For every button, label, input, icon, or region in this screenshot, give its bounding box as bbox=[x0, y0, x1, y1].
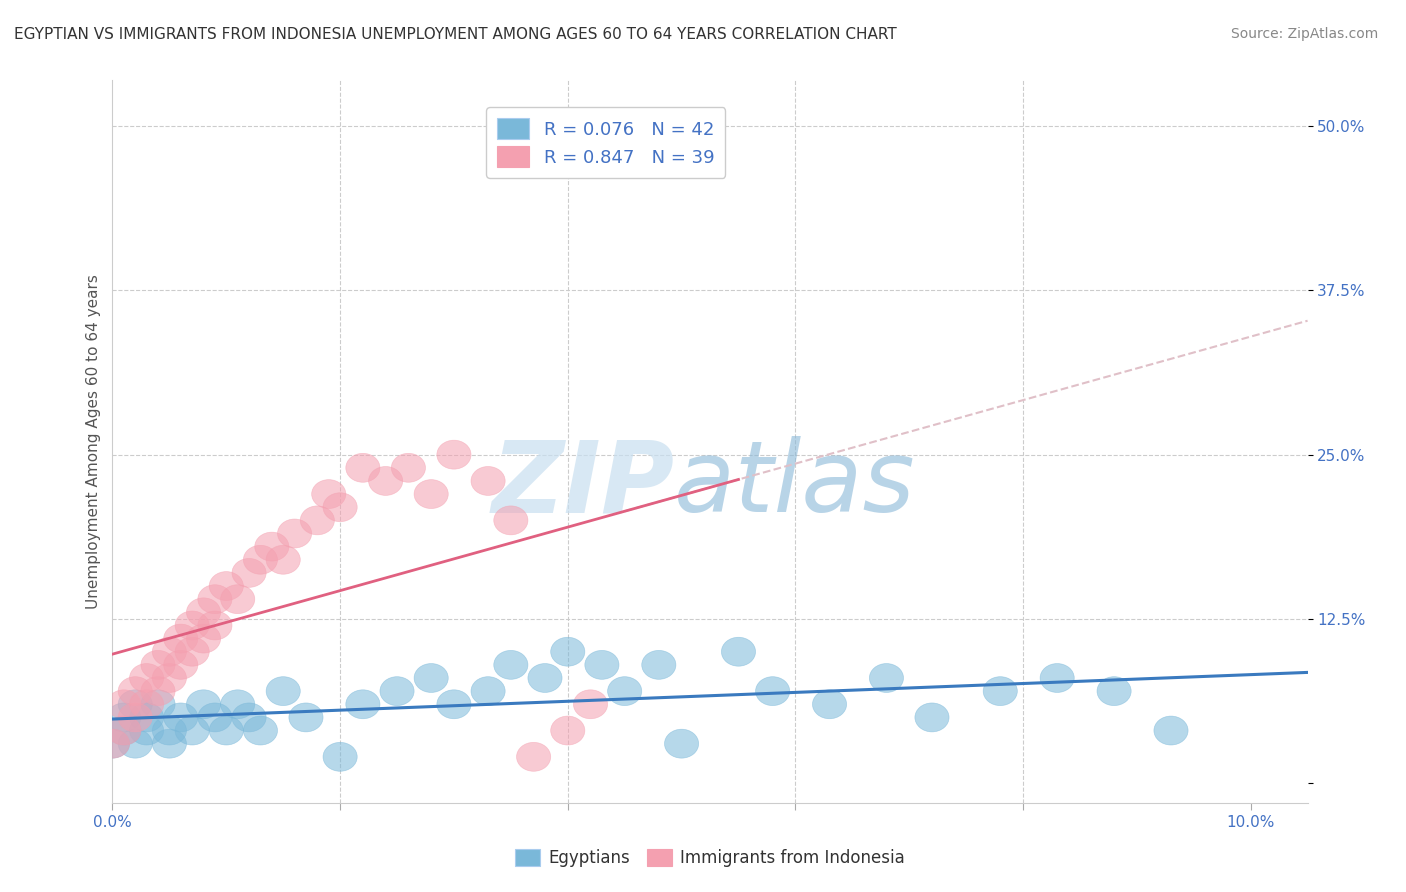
Text: EGYPTIAN VS IMMIGRANTS FROM INDONESIA UNEMPLOYMENT AMONG AGES 60 TO 64 YEARS COR: EGYPTIAN VS IMMIGRANTS FROM INDONESIA UN… bbox=[14, 27, 897, 42]
Text: ZIP: ZIP bbox=[491, 436, 675, 533]
Legend: Egyptians, Immigrants from Indonesia: Egyptians, Immigrants from Indonesia bbox=[509, 842, 911, 874]
Text: Source: ZipAtlas.com: Source: ZipAtlas.com bbox=[1230, 27, 1378, 41]
Y-axis label: Unemployment Among Ages 60 to 64 years: Unemployment Among Ages 60 to 64 years bbox=[86, 274, 101, 609]
Text: atlas: atlas bbox=[675, 436, 915, 533]
